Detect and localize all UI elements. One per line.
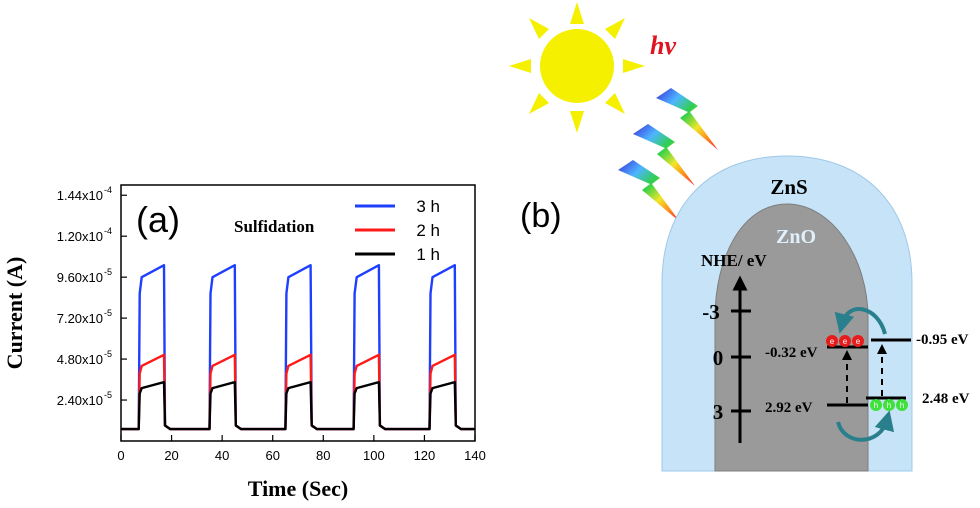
left-cb-label: -0.32 eV: [765, 345, 818, 361]
legend-label: 3 h: [416, 197, 440, 216]
x-tick-label: 140: [464, 448, 486, 463]
hole-icon: [883, 399, 895, 411]
x-tick-label: 20: [164, 448, 178, 463]
y-tick-label: 1.20x10: [57, 229, 103, 244]
photocurrent-chart: 0 20 40 60 80 100 120 140 2.40x10 -54.80x10 -57.2…: [2, 184, 486, 501]
y-tick-exponent: -4: [104, 185, 112, 195]
hole-group: h h h: [870, 399, 908, 411]
y-tick-label: 7.20x10: [57, 311, 103, 326]
x-tick-label: 80: [316, 448, 330, 463]
y-tick-label: 9.60x10: [57, 270, 103, 285]
y-axis-label: Current (A): [2, 257, 27, 370]
sun-icon: [509, 2, 645, 133]
series-layer: [121, 264, 475, 431]
band-diagram: (b) hv ZnS: [509, 2, 970, 472]
series-line-1h: [121, 380, 475, 431]
electron-icon: [839, 335, 851, 347]
electron-icon: [852, 335, 864, 347]
hole-transfer-arrow: [836, 410, 895, 442]
series-line-2h: [121, 353, 475, 431]
hole-label: h: [887, 401, 891, 410]
left-vb-label: 2.92 eV: [765, 400, 813, 416]
axis-tick-label: -3: [702, 300, 720, 324]
light-bolt-icon: [656, 88, 718, 150]
electron-label: e: [843, 337, 848, 346]
legend-label: 2 h: [416, 221, 440, 240]
panel-label-b: (b): [520, 197, 562, 235]
shell-label: ZnS: [770, 175, 807, 199]
light-bolt-icon: [618, 160, 680, 222]
x-tick-label: 120: [414, 448, 436, 463]
y-tick-exponent: -4: [104, 226, 112, 236]
y-tick-exponent: -5: [104, 267, 112, 277]
y-ticks: 2.40x10 -54.80x10 -57.20x10 -59.60x10 -51.20…: [57, 185, 127, 408]
x-ticks: 0 20 40 60 80 100 120 140: [117, 435, 486, 463]
axis-tick-label: 3: [713, 400, 724, 424]
y-tick-label: 1.44x10: [57, 188, 103, 203]
electron-group: e e e: [826, 335, 864, 347]
right-cb-label: -0.95 eV: [916, 332, 969, 348]
x-axis-label: Time (Sec): [248, 476, 348, 501]
plot-frame: [120, 184, 476, 442]
nhe-axis-title: NHE/ eV: [701, 251, 767, 270]
y-tick-exponent: -5: [104, 390, 112, 400]
panel-label-a: (a): [136, 199, 180, 240]
y-tick-label: 2.40x10: [57, 393, 103, 408]
light-bolt-icon: [633, 124, 695, 186]
x-tick-label: 100: [363, 448, 385, 463]
legend-label: 1 h: [416, 245, 440, 264]
hole-icon: [870, 399, 882, 411]
right-vb-label: 2.48 eV: [922, 391, 970, 407]
electron-transfer-arrow: [834, 307, 887, 335]
x-tick-label: 40: [215, 448, 229, 463]
electron-label: e: [830, 337, 835, 346]
core-label: ZnO: [776, 226, 816, 248]
electron-icon: [826, 335, 838, 347]
y-tick-exponent: -5: [104, 349, 112, 359]
y-tick-exponent: -5: [104, 308, 112, 318]
x-tick-label: 60: [265, 448, 279, 463]
electron-label: e: [856, 337, 861, 346]
hole-label: h: [874, 401, 878, 410]
y-tick-label: 4.80x10: [57, 352, 103, 367]
series-line-3h: [121, 264, 475, 431]
x-tick-label: 0: [117, 448, 124, 463]
axis-tick-label: 0: [713, 346, 724, 370]
hole-label: h: [900, 401, 904, 410]
legend: 3 h 2 h 1 h: [355, 197, 440, 264]
hv-label: hv: [650, 31, 676, 60]
legend-title: Sulfidation: [234, 217, 315, 236]
hole-icon: [896, 399, 908, 411]
